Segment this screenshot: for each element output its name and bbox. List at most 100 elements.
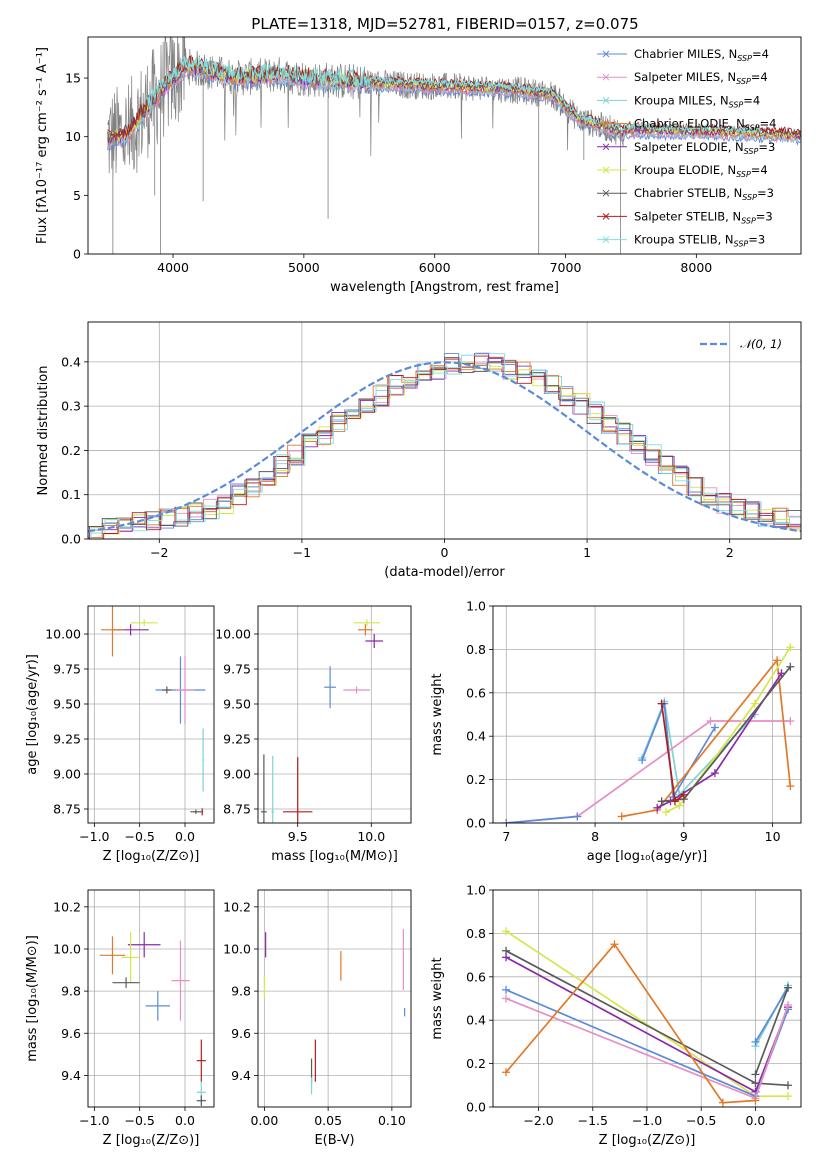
error-bar-point <box>271 755 275 823</box>
y-tick-label: 10.2 <box>53 899 81 914</box>
y-tick-label: 1.0 <box>466 599 486 614</box>
legend-subscript: SSP <box>741 216 756 225</box>
error-bar-point <box>260 754 267 823</box>
y-tick-label: 9.4 <box>61 1068 81 1083</box>
age-vs-z-frame <box>87 605 215 824</box>
x-tick-label: 0.0 <box>746 1113 766 1128</box>
age-vs-z-axes: −1.0 −0.5 0.0 8.75 9.00 9.25 9.50 9.75 10.00 Z [l… <box>25 606 214 864</box>
y-tick-label: 1.0 <box>466 883 486 898</box>
mass-vs-ebv-frame <box>257 889 412 1108</box>
legend-count: =3 <box>758 140 775 154</box>
x-tick-label: 0.0 <box>175 1113 195 1128</box>
histogram-step <box>90 352 801 539</box>
y-axis-label: mass [log₁₀(M/M⊙)] <box>25 935 40 1062</box>
weight-series-line <box>621 658 792 818</box>
x-axis-label: mass [log₁₀(M/M⊙)] <box>271 849 398 864</box>
error-bar-point <box>343 686 370 694</box>
x-tick-label: −2 <box>150 545 168 560</box>
legend-subscript: SSP <box>742 193 757 202</box>
y-tick-label: 9.00 <box>223 767 251 782</box>
error-bar-point <box>101 606 124 657</box>
x-tick-label: 9 <box>680 829 688 844</box>
error-bar-point <box>196 1095 206 1106</box>
legend-label: Kroupa MILES, NSSP=4 <box>634 93 760 109</box>
legend-label: Salpeter ELODIE, NSSP=3 <box>634 140 775 156</box>
y-tick-label: 9.8 <box>61 984 81 999</box>
x-tick-label: 0.10 <box>378 1113 406 1128</box>
y-tick-label: 10.0 <box>53 941 81 956</box>
legend-subscript: SSP <box>745 124 760 133</box>
age-vs-mass-axes: 9.5 10.0 8.75 9.00 9.25 9.50 9.75 10.00 mass [lo… <box>215 606 411 864</box>
y-tick-label: 9.6 <box>61 1026 81 1041</box>
legend-count: =3 <box>756 209 773 223</box>
y-tick-label: 10.00 <box>45 627 81 642</box>
legend-marker <box>602 189 610 197</box>
legend-label: Chabrier ELODIE, NSSP=4 <box>634 117 776 133</box>
x-tick-label: 10.0 <box>357 829 385 844</box>
legend-label: Salpeter STELIB, NSSP=3 <box>634 209 773 225</box>
y-tick-label: 9.75 <box>53 662 81 677</box>
x-tick-label: −1.0 <box>632 1113 662 1128</box>
x-tick-label: 1 <box>583 545 591 560</box>
mass-vs-ebv-axes: 0.00 0.05 0.10 9.4 9.6 9.8 10.0 10.2 E(B-V) <box>223 890 411 1148</box>
y-tick-label: 0.2 <box>466 1056 486 1071</box>
weight-series-line <box>754 987 789 1075</box>
legend-marker <box>602 73 610 81</box>
x-tick-label: 4000 <box>157 260 189 275</box>
mass-vs-z-plot <box>99 932 206 1106</box>
legend-label: 𝒩(0, 1) <box>740 337 782 351</box>
histogram-step <box>88 356 801 539</box>
y-tick-label: 9.50 <box>53 697 81 712</box>
mass-vs-z-axes: −1.0 −0.5 0.0 9.4 9.6 9.8 10.0 10.2 Z [log₁₀(Z/Z… <box>25 890 214 1148</box>
legend-count: =3 <box>748 233 765 247</box>
error-bar-point <box>99 936 126 975</box>
mass-vs-ebv-plot <box>263 928 406 1095</box>
x-axis-label: wavelength [Angstrom, rest frame] <box>330 280 559 295</box>
legend-count: =4 <box>752 47 769 61</box>
y-tick-label: 5 <box>73 188 81 203</box>
error-bar-point <box>202 728 205 792</box>
error-bar-point <box>201 808 204 816</box>
weight-vs-z-axes: −2.0 −1.5 −1.0 −0.5 0.0 0.0 0.2 0.4 0.6 0.8 1.0 Z [… <box>430 883 801 1148</box>
error-bar-point <box>196 1039 206 1082</box>
weight-vs-age-plot <box>502 643 795 823</box>
error-bar-point <box>190 809 202 814</box>
x-tick-label: 8000 <box>680 260 712 275</box>
weight-series-line <box>506 815 578 823</box>
legend-subscript: SSP <box>744 147 759 156</box>
legend-label-text: Chabrier STELIB, N <box>634 186 742 200</box>
y-tick-label: 9.25 <box>223 732 251 747</box>
error-bar-point <box>365 634 384 648</box>
y-tick-label: 0.0 <box>466 1100 486 1115</box>
legend-label: Kroupa ELODIE, NSSP=4 <box>634 163 768 179</box>
y-axis-label: mass weight <box>430 673 445 755</box>
weight-series-line <box>665 646 792 813</box>
legend-subscript: SSP <box>734 240 749 249</box>
error-bar-point <box>121 932 140 983</box>
y-tick-label: 0.0 <box>61 532 81 547</box>
legend-subscript: SSP <box>736 170 751 179</box>
y-tick-label: 10.2 <box>223 899 251 914</box>
y-tick-label: 0.0 <box>466 816 486 831</box>
legend-subscript: SSP <box>736 77 751 86</box>
legend-label-text: Salpeter STELIB, N <box>634 209 741 223</box>
error-bar-point <box>162 686 172 694</box>
x-tick-label: −1.5 <box>578 1113 608 1128</box>
error-bar-point <box>175 656 195 724</box>
legend-marker <box>602 213 610 220</box>
spectrum-axes: 4000 5000 6000 7000 8000 0 5 10 15 wavelength [An… <box>35 47 712 295</box>
legend-marker <box>602 166 610 174</box>
y-tick-label: 9.4 <box>231 1068 251 1083</box>
x-axis-label: Z [log₁₀(Z/Z⊙)] <box>103 849 200 864</box>
x-tick-label: 0 <box>441 545 449 560</box>
x-tick-label: 0.0 <box>175 829 195 844</box>
y-tick-label: 0.8 <box>466 926 486 941</box>
x-axis-label: (data-model)/error <box>384 565 505 580</box>
legend-label-text: Chabrier ELODIE, N <box>634 117 745 131</box>
x-tick-label: −1.0 <box>79 1113 109 1128</box>
y-axis-label: mass weight <box>430 957 445 1039</box>
x-axis-label: age [log₁₀(age/yr)] <box>587 849 708 864</box>
weight-series-line <box>754 987 789 1043</box>
legend-marker <box>602 236 610 243</box>
